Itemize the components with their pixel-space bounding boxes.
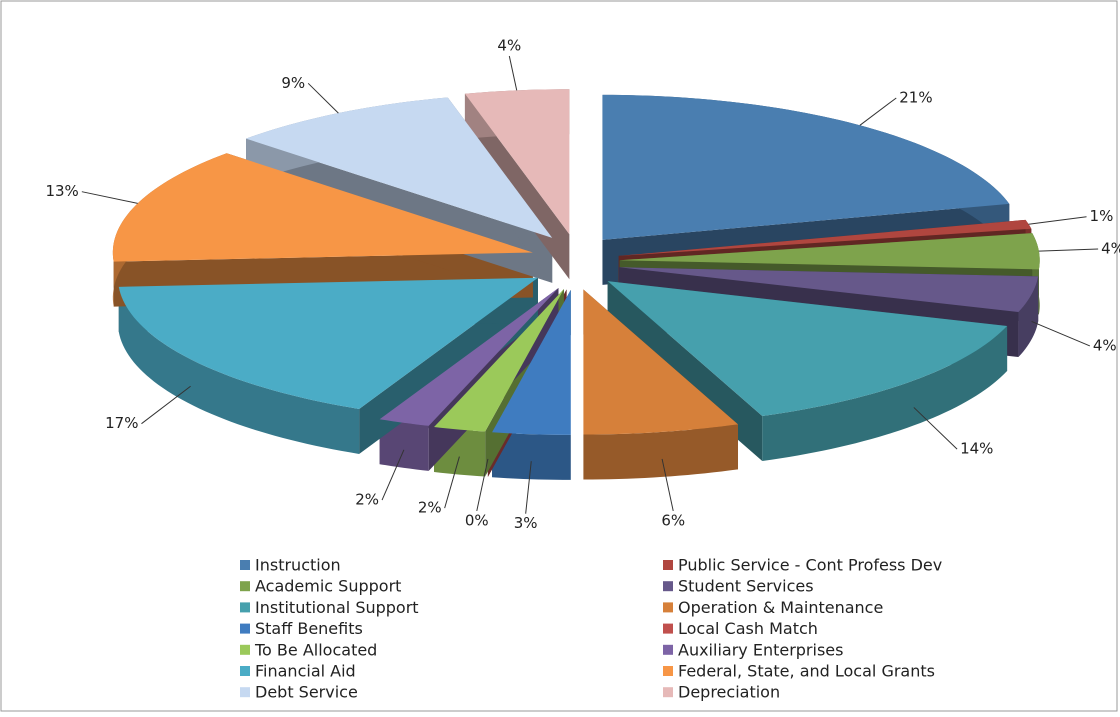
- data-label: 4%: [1101, 239, 1120, 257]
- leader-line: [141, 385, 191, 425]
- slice: [607, 281, 1008, 416]
- legend-label: Operation & Maintenance: [678, 598, 883, 617]
- data-label: 2%: [418, 499, 442, 517]
- slice: [619, 233, 1040, 270]
- legend-swatch: [663, 644, 673, 655]
- data-label: 13%: [45, 182, 78, 200]
- slice-side: [762, 325, 1008, 461]
- slice-side: [492, 432, 571, 480]
- leader-line: [1038, 248, 1099, 252]
- leader-line: [81, 191, 138, 204]
- slice: [619, 267, 1039, 313]
- legend-swatch: [240, 687, 250, 698]
- slice: [618, 219, 1032, 256]
- legend-swatch: [240, 560, 250, 570]
- data-label: 1%: [1090, 207, 1114, 225]
- legend-swatch: [663, 602, 673, 613]
- legend-swatch: [663, 623, 673, 634]
- data-label: 9%: [281, 74, 305, 92]
- legend-swatch: [663, 666, 673, 676]
- legend-label: Public Service - Cont Profess Dev: [678, 556, 942, 575]
- legend-label: Federal, State, and Local Grants: [678, 662, 935, 681]
- slice: [602, 94, 1010, 240]
- leader-line: [525, 461, 532, 514]
- legend-label: Auxiliary Enterprises: [678, 640, 843, 659]
- slice-side: [118, 286, 360, 454]
- leader-line: [661, 458, 674, 512]
- leader-line: [381, 449, 405, 501]
- legend-swatch: [240, 666, 250, 676]
- slice: [112, 153, 533, 262]
- data-label: 3%: [514, 514, 538, 532]
- leader-line: [307, 82, 339, 114]
- data-label: 14%: [960, 440, 993, 458]
- data-label: 17%: [105, 414, 138, 432]
- leader-line: [859, 97, 897, 126]
- data-label: 4%: [497, 37, 521, 55]
- slice-side: [379, 419, 429, 471]
- legend-swatch: [663, 560, 673, 570]
- legend-swatch: [663, 581, 673, 592]
- legend-label: Academic Support: [255, 577, 401, 596]
- legend-label: Debt Service: [255, 683, 358, 702]
- slice: [118, 277, 538, 409]
- data-label: 2%: [355, 491, 379, 509]
- data-label: 0%: [465, 511, 489, 529]
- data-label: 6%: [661, 511, 685, 529]
- leader-line: [1028, 216, 1087, 225]
- slice: [492, 289, 571, 435]
- legend-swatch: [240, 581, 250, 592]
- leader-line: [444, 456, 460, 509]
- slice: [246, 97, 553, 238]
- legend-label: Institutional Support: [255, 598, 419, 617]
- legend-label: Staff Benefits: [255, 619, 363, 638]
- slice: [464, 89, 570, 235]
- leader-line: [508, 55, 518, 91]
- data-label: 4%: [1093, 336, 1117, 354]
- legend-label: Student Services: [678, 577, 814, 596]
- legend-label: Instruction: [255, 556, 341, 575]
- slice: [434, 289, 564, 432]
- legend-swatch: [240, 602, 250, 613]
- leader-line: [1031, 320, 1091, 347]
- leader-line: [476, 458, 489, 512]
- legend-label: To Be Allocated: [254, 640, 377, 659]
- slice-side: [1018, 276, 1039, 358]
- slice-side: [583, 424, 739, 480]
- legend-swatch: [663, 687, 673, 698]
- leader-line: [913, 407, 958, 450]
- legend-swatch: [240, 623, 250, 634]
- legend-swatch: [240, 644, 250, 655]
- slice: [379, 288, 559, 426]
- data-label: 21%: [899, 88, 932, 106]
- legend-label: Depreciation: [678, 683, 780, 702]
- legend-label: Local Cash Match: [678, 619, 818, 638]
- slice: [583, 289, 739, 435]
- legend-label: Financial Aid: [255, 662, 356, 681]
